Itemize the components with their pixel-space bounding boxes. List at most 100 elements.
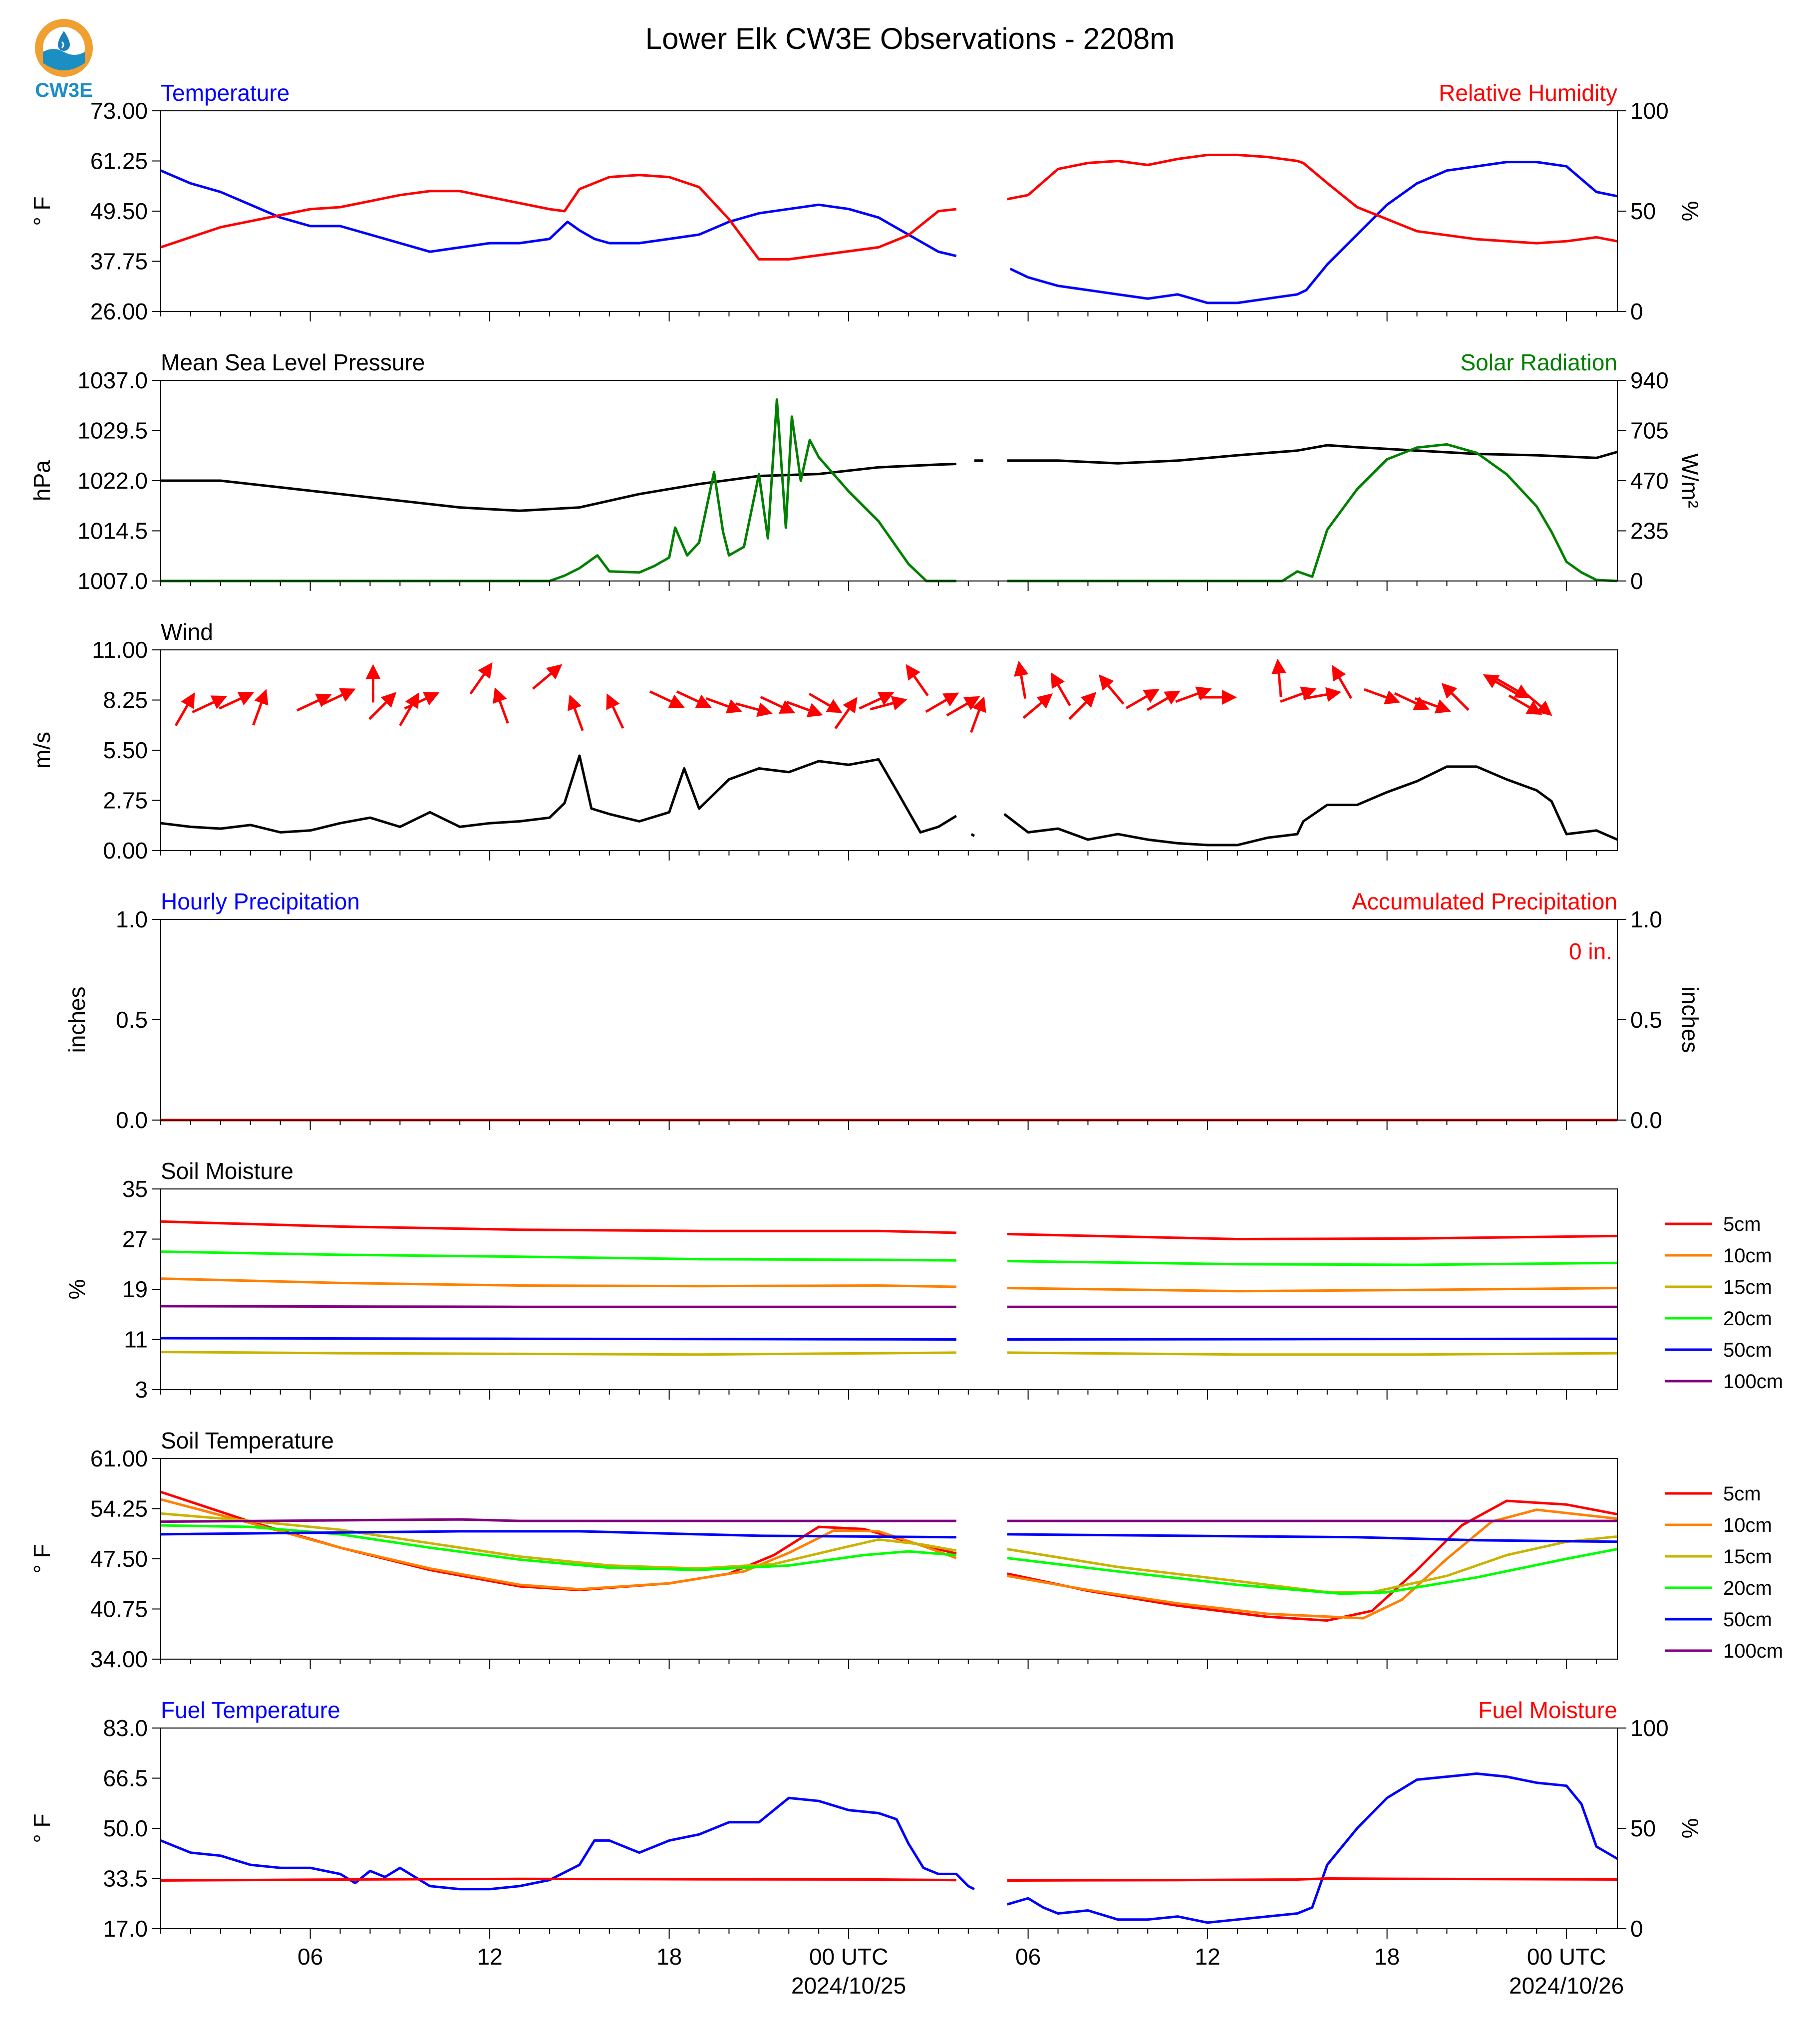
precip-right-title: Accumulated Precipitation (1352, 888, 1617, 914)
wind-arrow (174, 692, 195, 727)
wind-arrow (1125, 689, 1160, 709)
wind-arrow (970, 696, 986, 733)
fuel-left-tick-label: 50.0 (103, 1815, 148, 1841)
legend-label: 5cm (1723, 1213, 1761, 1235)
logo-text: CW3E (35, 79, 93, 101)
press-left-tick-label: 1007.0 (77, 568, 148, 594)
wind-arrow (493, 687, 509, 724)
fuel-ylabel-left: ° F (29, 1813, 55, 1843)
wind-arrow (469, 662, 493, 695)
soilt-left-tick-label: 61.00 (90, 1446, 148, 1471)
wind-arrow (808, 692, 843, 713)
soilt-left-title: Soil Temperature (161, 1428, 334, 1453)
press-ylabel-right: W/m² (1677, 453, 1703, 508)
temp-ylabel-left: ° F (29, 196, 55, 226)
precip-ylabel-left: inches (64, 987, 90, 1053)
temp-left-tick-label: 26.00 (90, 298, 148, 324)
wind-arrow (1098, 674, 1125, 705)
temp-series-1-line (160, 153, 1618, 261)
wind-arrow (1271, 658, 1286, 697)
wind-arrow (834, 697, 858, 729)
press-right-tick-label: 235 (1630, 518, 1669, 544)
press-axes-frame (160, 380, 1618, 581)
temp-left-tick-label: 49.50 (90, 198, 148, 224)
legend-label: 50cm (1723, 1609, 1772, 1631)
temp-axes-frame (160, 110, 1618, 312)
x-tick-label: 06 (1015, 1944, 1041, 1970)
precip-left-title: Hourly Precipitation (161, 888, 360, 914)
precip-right-tick-label: 1.0 (1630, 906, 1662, 932)
wind-arrow (567, 694, 584, 731)
soilm-series-15cm-line (160, 1351, 1618, 1356)
press-right-tick-label: 470 (1630, 468, 1669, 494)
x-tick-label: 12 (1195, 1944, 1220, 1970)
cw3e-logo-icon: CW3E (35, 19, 93, 101)
soilm-series-50cm-line (160, 1337, 1618, 1341)
temp-ylabel-right: % (1677, 201, 1703, 222)
wind-arrow (1068, 692, 1097, 720)
fuel-axes-frame (160, 1728, 1618, 1929)
soilt-left-tick-label: 54.25 (90, 1496, 148, 1522)
wind-arrow (219, 692, 254, 710)
wind-panel: 11.00 8.25 5.50 2.75 0.00 Wind m/s (29, 619, 1618, 864)
x-tick-label: 18 (1374, 1944, 1400, 1970)
precip-left-tick-label: 0.0 (116, 1107, 148, 1133)
wind-arrow (1441, 683, 1470, 711)
wind-arrow (1051, 672, 1071, 706)
precip-ylabel-right: inches (1677, 987, 1703, 1053)
press-left-title: Mean Sea Level Pressure (161, 349, 425, 375)
wind-arrow (368, 692, 397, 720)
soilt-left-tick-label: 47.50 (90, 1546, 148, 1572)
precip-left-tick-label: 1.0 (116, 906, 148, 932)
wind-arrow (906, 664, 929, 697)
wind-arrow (735, 702, 773, 717)
x-tick-label: 18 (656, 1944, 682, 1970)
wind-arrow (1303, 687, 1342, 702)
wind-arrow (252, 689, 269, 726)
x-date-label: 2024/10/26 (1509, 1973, 1624, 1999)
soilt-left-tick-label: 40.75 (90, 1596, 148, 1622)
soilm-left-tick-label: 3 (135, 1377, 148, 1403)
precip-right-tick-label: 0.0 (1630, 1107, 1662, 1133)
fuel-left-tick-label: 83.0 (103, 1715, 148, 1741)
wind-arrow (1022, 693, 1053, 719)
legend-label: 5cm (1723, 1483, 1761, 1505)
soilt-series-10cm-line (160, 1498, 1618, 1620)
soilm-left-tick-label: 11 (124, 1327, 148, 1353)
soilt-series-100cm-line (160, 1518, 1617, 1523)
legend-label: 15cm (1723, 1546, 1772, 1568)
soilt-panel: 61.00 54.25 47.50 40.75 34.00 Soil Temperatur… (29, 1428, 1783, 1672)
wind-arrow (705, 697, 742, 714)
wind-arrow (296, 693, 332, 712)
temp-right-tick-label: 50 (1630, 198, 1656, 224)
fuel-series-1-line (160, 1877, 1618, 1882)
press-series-0-line (161, 444, 1618, 512)
wind-arrow (760, 696, 796, 714)
wind-left-tick-label: 0.00 (103, 838, 148, 864)
press-panel: 1037.0 1029.5 1022.0 1014.5 1007.0 940 705 470 2… (29, 349, 1703, 594)
wind-arrow (1332, 665, 1352, 699)
wind-arrow (532, 664, 563, 690)
wind-arrow (606, 693, 624, 729)
wind-left-tick-label: 2.75 (103, 788, 148, 814)
wind-arrow (320, 688, 356, 706)
press-right-tick-label: 705 (1630, 418, 1669, 444)
precip-axes-frame (160, 919, 1618, 1121)
press-right-tick-label: 940 (1630, 367, 1669, 393)
figure-title: Lower Elk CW3E Observations - 2208m (645, 22, 1175, 55)
press-left-tick-label: 1037.0 (77, 367, 148, 393)
x-date-label: 2024/10/25 (791, 1973, 906, 1999)
precip-left-tick-label: 0.5 (116, 1007, 148, 1033)
soilm-panel: 35 27 19 11 3 Soil Moisture% 5cm 10cm 15cm 20cm 50… (64, 1158, 1783, 1403)
soilm-series-100cm-line (160, 1305, 1617, 1308)
fuel-left-tick-label: 33.5 (103, 1866, 148, 1892)
x-tick-label: 12 (477, 1944, 503, 1970)
fuel-right-tick-label: 100 (1630, 1715, 1669, 1741)
legend-label: 100cm (1723, 1640, 1783, 1662)
wind-left-tick-label: 11.00 (92, 637, 148, 663)
wind-left-title: Wind (161, 619, 213, 645)
cw3e-logo: CW3E (29, 17, 99, 102)
temp-left-tick-label: 37.75 (90, 249, 148, 275)
wind-arrow (946, 696, 980, 717)
wind-arrow (1496, 678, 1530, 699)
